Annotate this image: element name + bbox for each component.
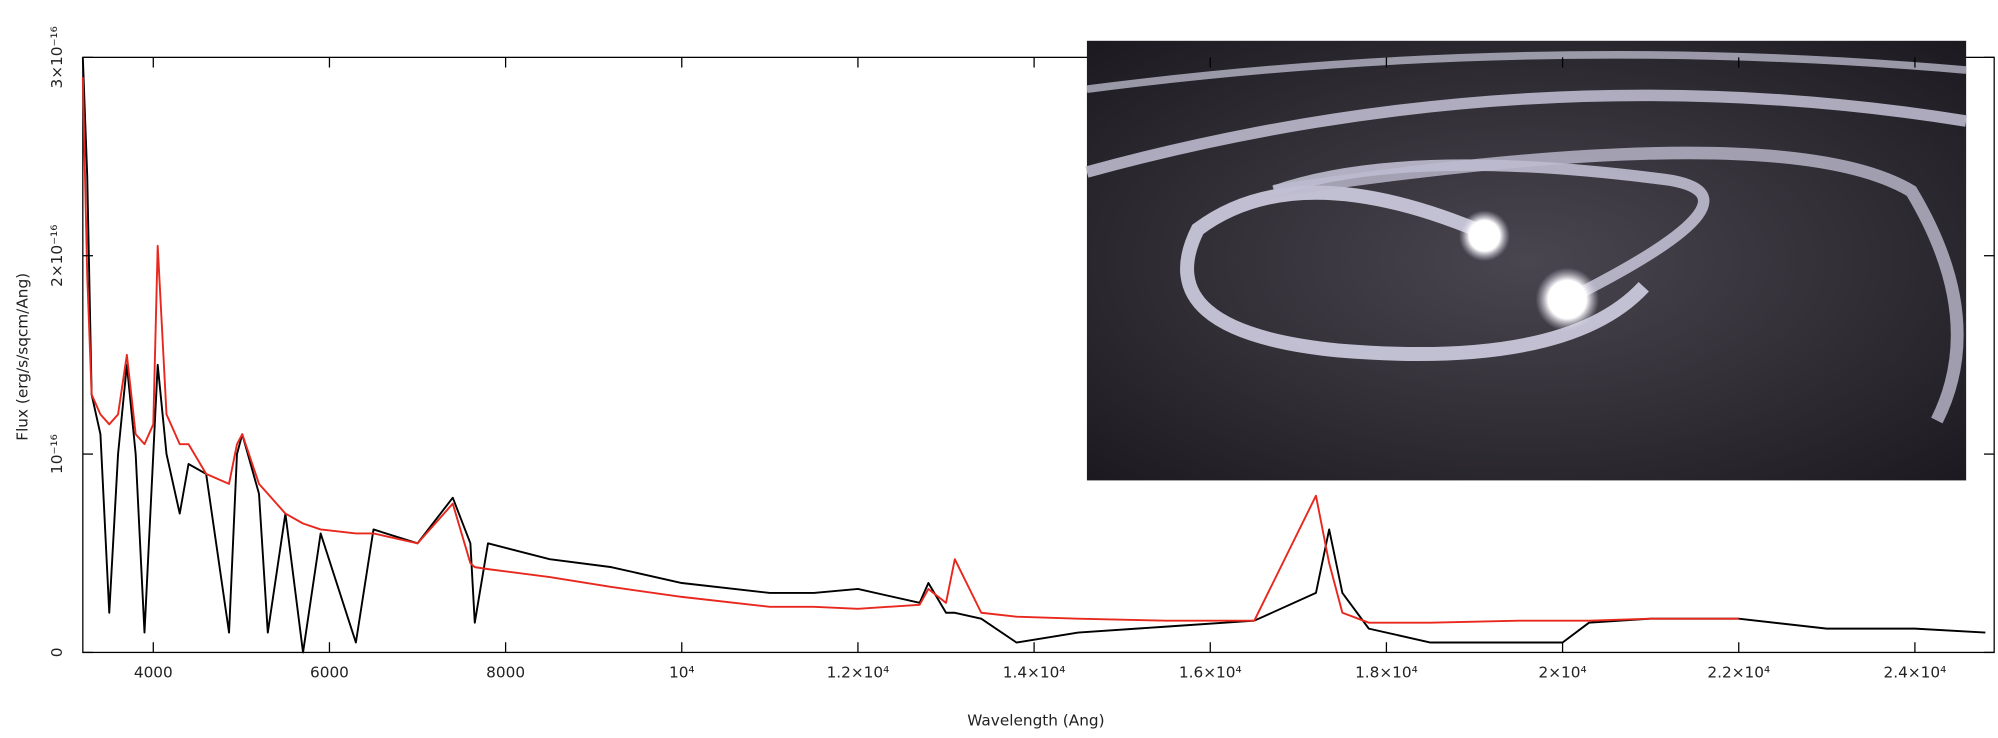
wave-ring [1085,89,1968,178]
plot-frame [82,56,1995,654]
y-tick-label: 2×10⁻¹⁶ [48,225,66,287]
x-axis-label: Wavelength (Ang) [967,712,1104,730]
x-tick-label: 1.8×10⁴ [1355,663,1418,681]
series-line [81,77,1739,624]
x-tick-label: 2.4×10⁴ [1884,663,1947,681]
x-tick-label: 4000 [134,663,173,681]
inset-image [1085,40,1968,481]
wave-spiral [1273,146,1964,424]
x-tick-label: 2×10⁴ [1539,663,1587,681]
x-tick-label: 10⁴ [669,663,695,681]
y-tick-label: 10⁻¹⁶ [48,434,66,474]
star [1458,210,1510,262]
wave-ring [1086,50,1967,94]
x-tick-label: 8000 [486,663,525,681]
series-line [81,57,1986,654]
x-tick-label: 6000 [310,663,349,681]
wave-spiral [1272,159,1710,305]
y-tick-label: 0 [48,648,66,658]
x-tick-label: 2.2×10⁴ [1707,663,1770,681]
wave-spiral [1180,185,1649,361]
x-tick-label: 1.6×10⁴ [1179,663,1242,681]
x-tick-label: 1.4×10⁴ [1003,663,1066,681]
y-axis-label: Flux (erg/s/sqcm/Ang) [13,273,31,441]
inset-background [1086,40,1967,481]
x-tick-label: 1.2×10⁴ [827,663,890,681]
star [1535,267,1600,332]
y-tick-label: 3×10⁻¹⁶ [48,26,66,88]
